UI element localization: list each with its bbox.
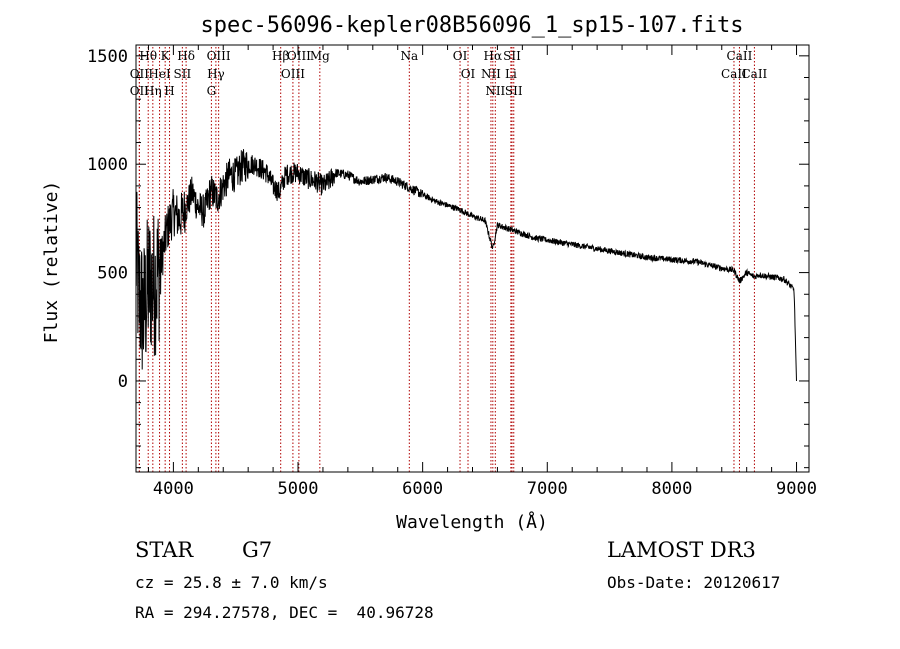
spectral-line-label: OI [461,67,476,81]
observation-date: Obs-Date: 20120617 [607,573,781,592]
spectral-line-label: G [207,84,217,98]
spectral-line-label: OIII [281,67,305,81]
x-tick-label: 4000 [153,479,194,499]
spectral-line-label: Hη [144,84,162,98]
spectral-line-label: NII [485,84,505,98]
spectral-line-markers [138,47,755,472]
spectral-line-label: Mg [310,49,330,63]
spectral-line-label: SII [174,67,192,81]
spectral-line-label: Hα [484,49,503,63]
spectral-line-label: OIII [287,49,311,63]
y-tick-label: 1500 [87,47,128,67]
spectral-line-label: K [161,49,171,63]
spectral-line-label: Hθ [139,49,157,63]
spectral-line-label: SII [503,49,521,63]
y-tick-label: 1000 [87,155,128,175]
spectral-line-label: Hδ [177,49,195,63]
object-class: STAR [135,538,194,562]
spectral-subclass: G7 [242,538,273,562]
x-tick-label: 7000 [527,479,568,499]
x-tick-label: 6000 [402,479,443,499]
redshift-value: cz = 25.8 ± 7.0 km/s [135,573,328,592]
spectral-line-label: CaII [721,67,747,81]
y-axis-label: Flux (relative) [41,181,62,344]
x-axis-label: Wavelength (Å) [396,511,548,533]
spectral-line-label: H [164,84,174,98]
y-tick-label: 0 [118,372,128,392]
spectral-line-label: NII [481,67,501,81]
spectral-line-label: OII [130,67,150,81]
chart-title: spec-56096-kepler08B56096_1_sp15-107.fit… [200,13,743,38]
survey-name: LAMOST DR3 [607,538,756,562]
spectral-line-label: CaII [727,49,753,63]
y-tick-label: 500 [97,264,128,284]
axis-ticks: 4000 5000 6000 7000 8000 9000 0 500 1000 1500 [87,45,817,499]
spectrum-series [135,149,797,382]
spectral-line-label: OIII [207,49,231,63]
sky-coordinates: RA = 294.27578, DEC = 40.96728 [135,603,434,622]
x-tick-label: 5000 [278,479,319,499]
spectral-line-label: SII [505,84,523,98]
x-tick-label: 9000 [776,479,817,499]
spectral-line-label: OI [453,49,468,63]
spectral-line-label: Na [400,49,418,63]
spectral-line-label: Hγ [207,67,225,81]
plot-frame [135,44,810,473]
x-tick-label: 8000 [651,479,692,499]
spectral-line-label: Li [505,67,517,81]
spectral-line-label: HeI [148,67,171,81]
spectral-line-label: CaII [741,67,767,81]
spectral-line-label: OII [130,84,150,98]
spectral-line-label: Hβ [272,49,289,63]
